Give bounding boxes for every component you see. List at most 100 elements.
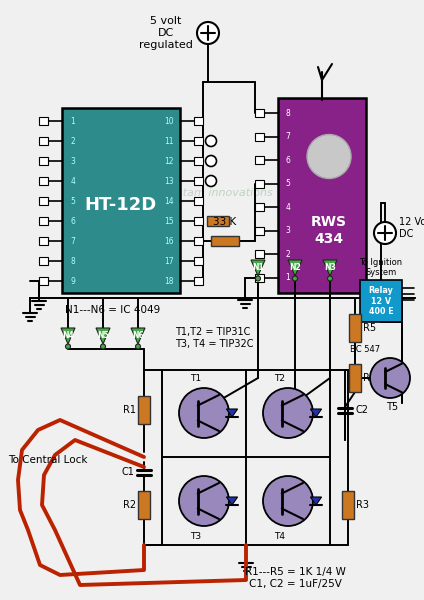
Text: R3: R3 — [356, 500, 369, 510]
FancyBboxPatch shape — [194, 157, 203, 165]
Circle shape — [206, 175, 217, 187]
FancyBboxPatch shape — [194, 137, 203, 145]
Text: T2: T2 — [274, 374, 285, 383]
Polygon shape — [251, 260, 265, 276]
Polygon shape — [61, 328, 75, 344]
FancyBboxPatch shape — [39, 217, 48, 225]
Text: N3: N3 — [324, 263, 336, 272]
Text: 1: 1 — [71, 116, 75, 125]
Text: To Ignition
System: To Ignition System — [360, 257, 402, 277]
Circle shape — [307, 134, 351, 179]
FancyBboxPatch shape — [255, 227, 264, 235]
Circle shape — [263, 388, 313, 438]
FancyBboxPatch shape — [255, 203, 264, 211]
Text: 5 volt
DC
regulated: 5 volt DC regulated — [139, 16, 193, 50]
FancyBboxPatch shape — [194, 197, 203, 205]
Text: N5: N5 — [97, 331, 109, 340]
Text: 13: 13 — [164, 176, 174, 185]
Text: 2: 2 — [286, 250, 290, 259]
Text: 6: 6 — [70, 217, 75, 226]
Circle shape — [206, 136, 217, 146]
FancyBboxPatch shape — [255, 180, 264, 188]
Text: N1: N1 — [252, 263, 264, 272]
Text: C1: C1 — [121, 467, 134, 477]
FancyBboxPatch shape — [255, 133, 264, 140]
FancyBboxPatch shape — [255, 109, 264, 117]
Text: RWS
434: RWS 434 — [311, 215, 347, 246]
Circle shape — [197, 22, 219, 44]
Text: N6: N6 — [132, 331, 144, 340]
Text: 2: 2 — [71, 136, 75, 145]
FancyBboxPatch shape — [39, 277, 48, 285]
Text: N4: N4 — [62, 331, 74, 340]
Text: 18: 18 — [164, 277, 174, 286]
Circle shape — [327, 276, 332, 281]
FancyBboxPatch shape — [255, 274, 264, 282]
Text: 8: 8 — [71, 257, 75, 265]
Text: C2: C2 — [355, 405, 368, 415]
FancyBboxPatch shape — [207, 216, 229, 226]
Text: R4: R4 — [363, 373, 376, 383]
Text: R5: R5 — [363, 323, 376, 333]
Polygon shape — [310, 497, 321, 505]
Text: T1: T1 — [190, 374, 201, 383]
FancyBboxPatch shape — [360, 280, 402, 322]
FancyBboxPatch shape — [39, 177, 48, 185]
Text: To Central Lock: To Central Lock — [8, 455, 87, 465]
Text: 12 Volts
DC: 12 Volts DC — [399, 217, 424, 239]
Text: 7: 7 — [70, 236, 75, 245]
Polygon shape — [226, 409, 237, 417]
FancyBboxPatch shape — [39, 237, 48, 245]
Polygon shape — [323, 260, 337, 276]
Text: 14: 14 — [164, 196, 174, 205]
FancyBboxPatch shape — [194, 257, 203, 265]
Text: 4: 4 — [285, 203, 290, 212]
FancyBboxPatch shape — [194, 237, 203, 245]
Circle shape — [370, 358, 410, 398]
Text: 8: 8 — [286, 109, 290, 118]
FancyBboxPatch shape — [349, 314, 361, 342]
Text: 33 K: 33 K — [213, 217, 237, 227]
FancyBboxPatch shape — [342, 491, 354, 519]
Text: N1---N6 = IC 4049: N1---N6 = IC 4049 — [65, 305, 160, 315]
Text: 3: 3 — [285, 226, 290, 235]
FancyBboxPatch shape — [194, 117, 203, 125]
Text: 15: 15 — [164, 217, 174, 226]
FancyBboxPatch shape — [255, 250, 264, 259]
FancyBboxPatch shape — [211, 236, 239, 246]
Polygon shape — [226, 497, 237, 505]
Polygon shape — [96, 328, 110, 344]
FancyBboxPatch shape — [194, 177, 203, 185]
Circle shape — [65, 344, 70, 349]
Text: 12: 12 — [164, 157, 174, 166]
Circle shape — [179, 388, 229, 438]
Text: R1---R5 = 1K 1/4 W
C1, C2 = 1uF/25V: R1---R5 = 1K 1/4 W C1, C2 = 1uF/25V — [245, 567, 346, 589]
Text: HT-12D: HT-12D — [85, 196, 157, 214]
Text: T3: T3 — [190, 532, 201, 541]
FancyBboxPatch shape — [39, 157, 48, 165]
Polygon shape — [131, 328, 145, 344]
Text: N2: N2 — [289, 263, 301, 272]
Polygon shape — [310, 409, 321, 417]
Text: 5: 5 — [70, 196, 75, 205]
Circle shape — [263, 476, 313, 526]
Circle shape — [179, 476, 229, 526]
Text: R1: R1 — [123, 405, 136, 415]
Text: T5: T5 — [386, 402, 398, 412]
FancyBboxPatch shape — [39, 117, 48, 125]
Text: 3: 3 — [70, 157, 75, 166]
Text: 17: 17 — [164, 257, 174, 265]
Text: Relay
12 V
400 E: Relay 12 V 400 E — [368, 286, 393, 316]
Text: 11: 11 — [164, 136, 174, 145]
Text: 9: 9 — [70, 277, 75, 286]
FancyBboxPatch shape — [194, 217, 203, 225]
FancyBboxPatch shape — [39, 257, 48, 265]
FancyBboxPatch shape — [349, 364, 361, 392]
Text: R2: R2 — [123, 500, 136, 510]
FancyBboxPatch shape — [255, 156, 264, 164]
Circle shape — [206, 155, 217, 166]
Text: swagatam innovations: swagatam innovations — [147, 188, 273, 198]
Text: 4: 4 — [70, 176, 75, 185]
Circle shape — [293, 276, 298, 281]
Text: 7: 7 — [285, 132, 290, 141]
